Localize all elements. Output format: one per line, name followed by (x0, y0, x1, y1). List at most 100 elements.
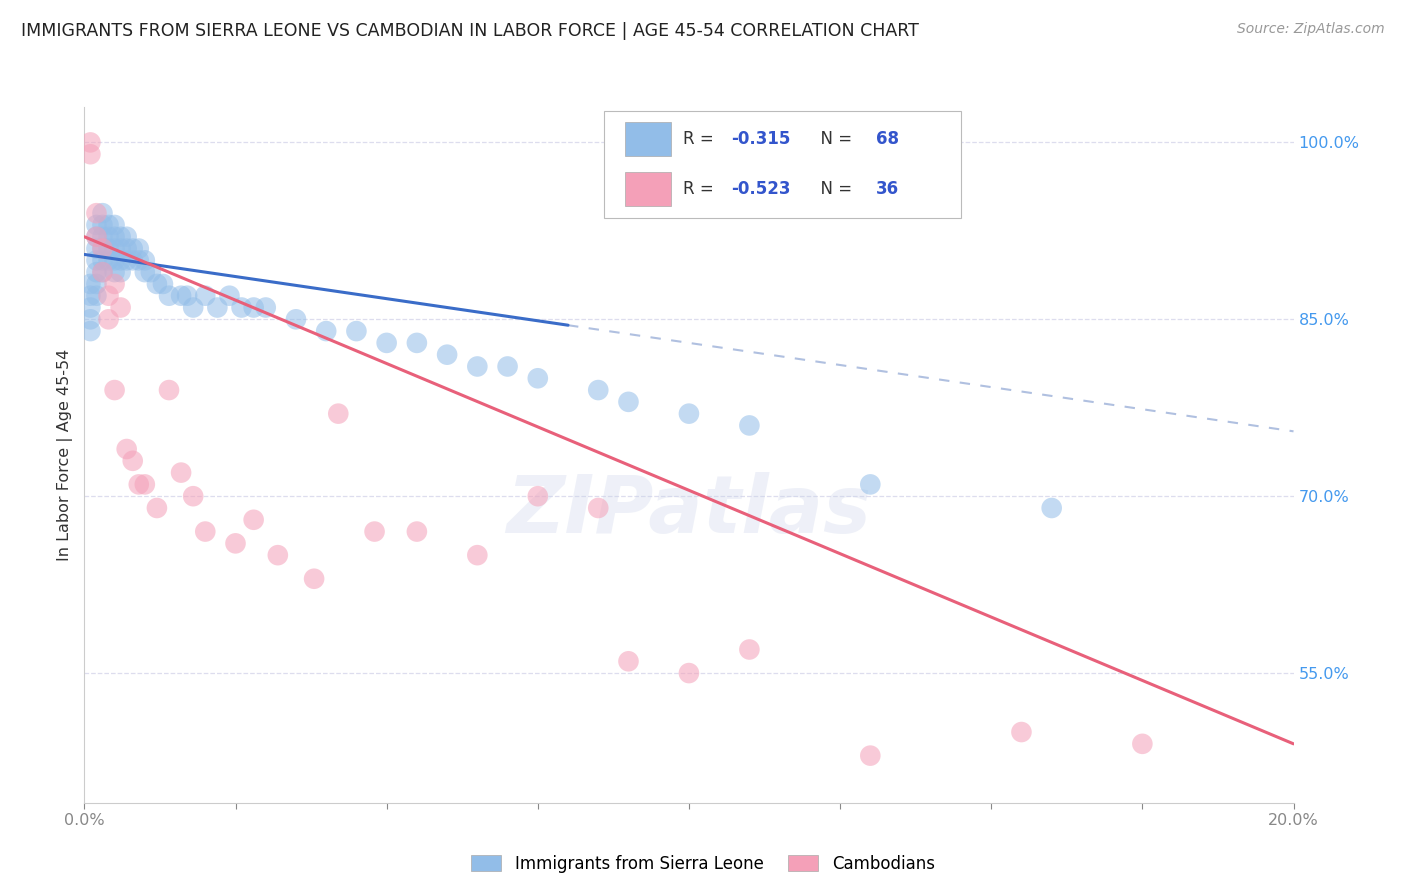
Point (91, 206, 114, 220)
Point (91, 242, 114, 256)
Point (91, 253, 114, 268)
Point (121, 242, 143, 256)
Point (79, 301, 101, 315)
Point (231, 301, 253, 315)
Point (436, 348, 458, 362)
Point (285, 312, 308, 326)
Point (86, 218, 108, 232)
Point (134, 253, 156, 268)
Point (254, 301, 277, 315)
Point (115, 229, 138, 244)
Point (467, 359, 489, 374)
Point (170, 289, 193, 303)
Point (527, 371, 550, 385)
Text: 36: 36 (876, 180, 900, 198)
Point (375, 335, 398, 350)
Point (115, 242, 138, 256)
Point (134, 265, 156, 279)
FancyBboxPatch shape (624, 172, 671, 206)
Point (110, 229, 132, 244)
Point (617, 395, 640, 409)
Point (738, 418, 761, 433)
Point (363, 524, 385, 539)
Point (146, 500, 169, 515)
Text: IMMIGRANTS FROM SIERRA LEONE VS CAMBODIAN IN LABOR FORCE | AGE 45-54 CORRELATION: IMMIGRANTS FROM SIERRA LEONE VS CAMBODIA… (21, 22, 920, 40)
Point (115, 442, 138, 456)
Point (157, 383, 180, 397)
Point (121, 253, 143, 268)
Point (225, 536, 247, 550)
Point (678, 666, 700, 681)
Point (86, 277, 108, 291)
Point (315, 324, 337, 338)
Point (110, 242, 132, 256)
Point (157, 289, 180, 303)
Point (346, 324, 368, 338)
Point (207, 301, 229, 315)
Point (91, 229, 114, 244)
Point (97, 253, 120, 268)
Point (134, 477, 156, 491)
FancyBboxPatch shape (624, 122, 671, 156)
Point (128, 253, 150, 268)
Point (1011, 725, 1033, 739)
Point (110, 265, 132, 279)
Text: -0.315: -0.315 (731, 130, 790, 148)
Point (104, 229, 127, 244)
Point (194, 524, 217, 539)
Text: N =: N = (810, 180, 858, 198)
Point (97, 229, 120, 244)
Point (86, 206, 108, 220)
Text: 68: 68 (876, 130, 900, 148)
Point (170, 466, 193, 480)
Point (79, 324, 101, 338)
Point (86, 229, 108, 244)
Point (181, 301, 204, 315)
Point (91, 218, 114, 232)
Point (104, 383, 127, 397)
Point (91, 242, 114, 256)
Point (86, 253, 108, 268)
Text: Source: ZipAtlas.com: Source: ZipAtlas.com (1237, 22, 1385, 37)
Point (267, 548, 290, 562)
Point (859, 748, 882, 763)
Point (104, 218, 127, 232)
Point (194, 289, 217, 303)
Point (128, 477, 150, 491)
Point (1130, 737, 1153, 751)
Point (302, 572, 325, 586)
Point (86, 289, 108, 303)
Point (104, 265, 127, 279)
Point (859, 477, 882, 491)
Point (527, 489, 550, 503)
FancyBboxPatch shape (605, 111, 962, 219)
Point (91, 265, 114, 279)
Text: ZIPatlas: ZIPatlas (506, 472, 872, 549)
Point (115, 253, 138, 268)
Point (678, 407, 700, 421)
Point (242, 301, 264, 315)
Point (104, 253, 127, 268)
Point (79, 147, 101, 161)
Point (328, 407, 350, 421)
Point (617, 654, 640, 668)
Point (79, 289, 101, 303)
Point (97, 312, 120, 326)
Text: N =: N = (810, 130, 858, 148)
Point (242, 513, 264, 527)
Point (128, 242, 150, 256)
Point (110, 253, 132, 268)
Point (104, 242, 127, 256)
Point (146, 277, 169, 291)
Legend: Immigrants from Sierra Leone, Cambodians: Immigrants from Sierra Leone, Cambodians (464, 848, 942, 880)
Point (152, 277, 174, 291)
Point (86, 265, 108, 279)
Point (588, 383, 610, 397)
Text: -0.523: -0.523 (731, 180, 790, 198)
Point (79, 136, 101, 150)
Point (588, 500, 610, 515)
Point (97, 218, 120, 232)
Point (97, 242, 120, 256)
Point (91, 265, 114, 279)
Point (139, 265, 162, 279)
